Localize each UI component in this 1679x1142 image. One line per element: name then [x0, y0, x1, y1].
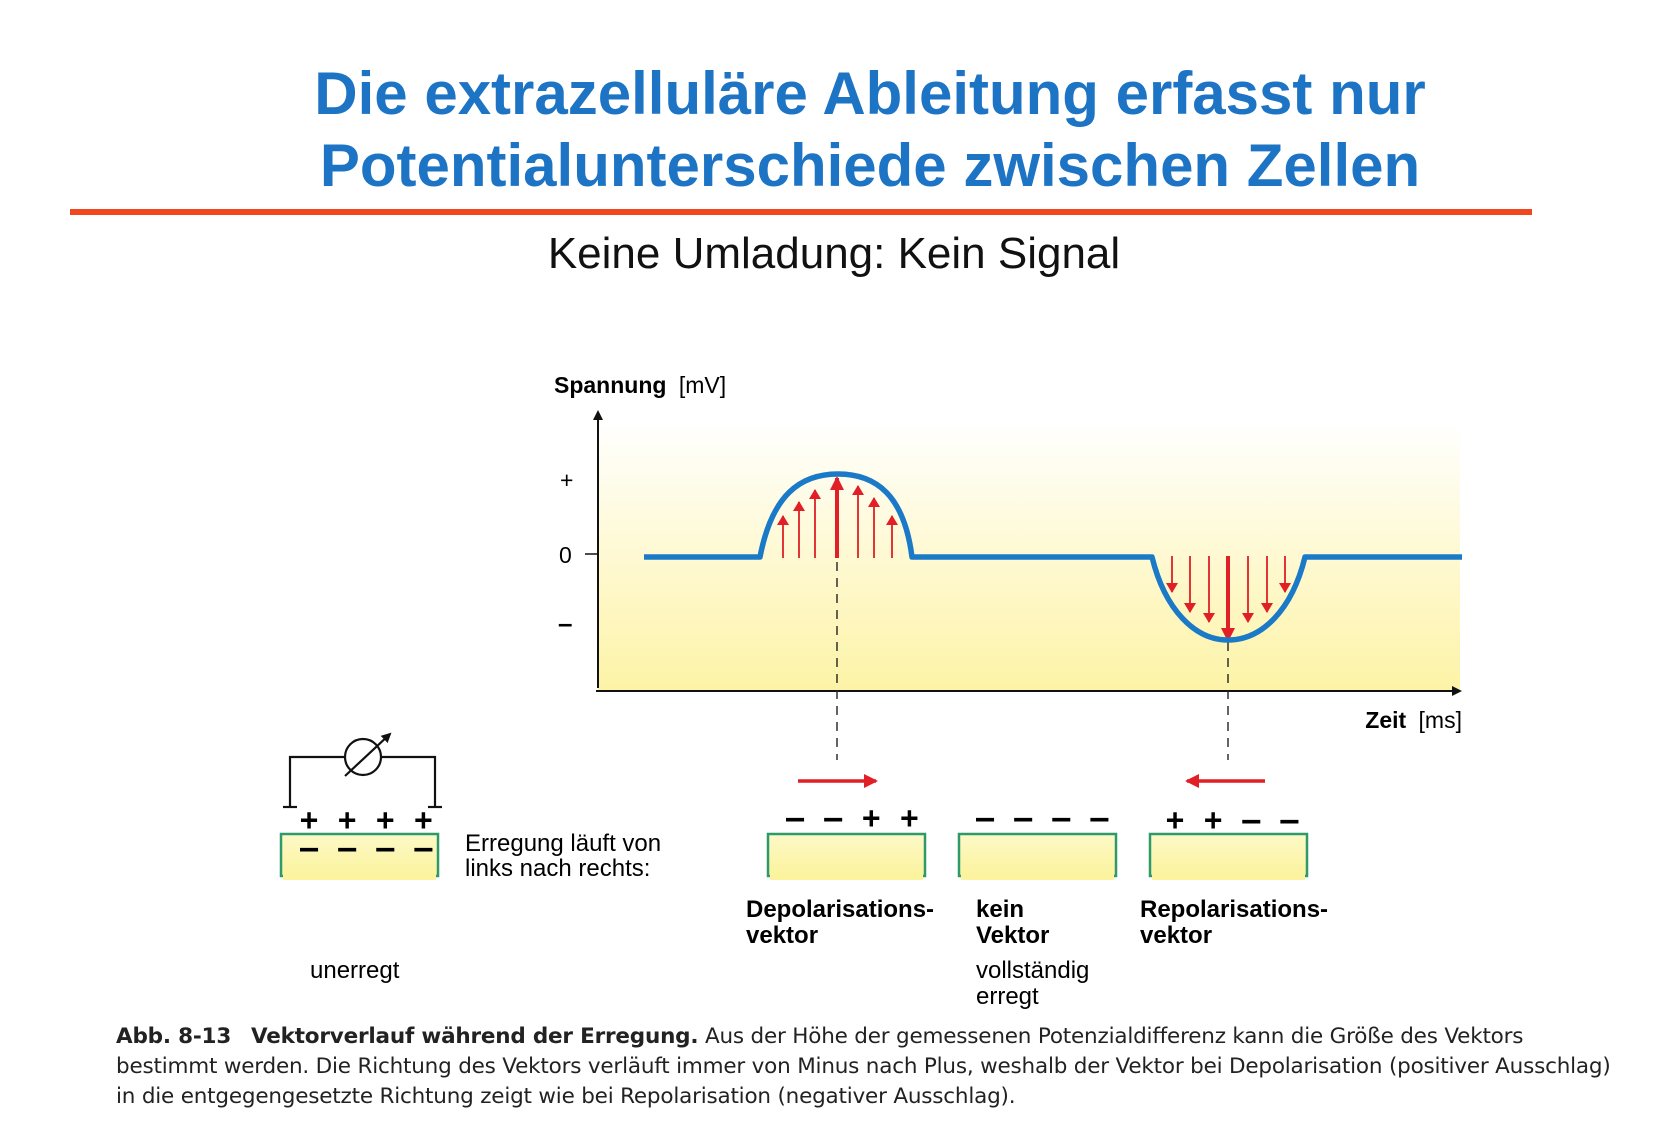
cell-unerregt — [279, 832, 440, 878]
slide-subtitle: Keine Umladung: Kein Signal — [547, 229, 1121, 278]
galvanometer-icon — [343, 737, 383, 777]
circuit-wire-right — [381, 755, 437, 807]
x-axis-label-unit: [ms] — [1419, 707, 1462, 733]
caption-figure-title: Vektorverlauf während der Erregung. — [250, 1024, 699, 1049]
y-tick-plus: + — [560, 467, 573, 493]
depolarisation-charges: – – + + — [786, 801, 919, 836]
figure-caption: Abb. 8-13 Vektorverlauf während der Erre… — [116, 1022, 1616, 1112]
kein-vektor-label-line2: Vektor — [976, 922, 1049, 949]
slide-title-line1: Die extrazelluläre Ableitung erfasst nur — [314, 60, 1426, 127]
repolarisation-vectors — [1166, 556, 1291, 642]
repolarisation-label-line1: Repolarisations- — [1140, 896, 1328, 923]
slide-title: Die extrazelluläre Ableitung erfasst nur… — [0, 58, 1679, 202]
cell-kein-vektor — [957, 832, 1118, 878]
unerregt-top-charges: + + + + — [300, 803, 433, 838]
kein-vektor-sub-line2: erregt — [976, 983, 1039, 1010]
repolarisation-label-line2: vektor — [1140, 922, 1212, 949]
y-axis-label-bold: Spannung — [554, 372, 666, 398]
y-tick-zero: 0 — [559, 542, 572, 568]
erregung-note-line2: links nach rechts: — [465, 855, 650, 882]
cell-open-edge — [283, 874, 436, 880]
cell-repolarisation — [1148, 832, 1309, 878]
cell-open-edge — [770, 874, 923, 880]
kein-vektor-sub-line1: vollständig — [976, 957, 1089, 984]
x-axis-label: Zeit [ms] — [1365, 707, 1462, 733]
cell-open-edge — [961, 874, 1114, 880]
slide-title-line2: Potentialunterschiede zwischen Zellen — [319, 132, 1421, 199]
title-divider — [70, 209, 1532, 215]
caption-figure-label: Abb. 8-13 — [116, 1024, 232, 1049]
depolarisation-vectors — [777, 476, 898, 558]
potential-curve — [644, 471, 1462, 643]
caption-text: Aus der Höhe der gemessenen Potenzialdif… — [116, 1024, 1611, 1109]
cell-open-edge — [1152, 874, 1305, 880]
unerregt-inner-charges: – – – – — [300, 831, 433, 866]
erregung-note-line1: Erregung läuft von — [465, 830, 661, 857]
unerregt-label: unerregt — [310, 957, 400, 984]
x-axis-label-bold: Zeit — [1365, 707, 1406, 733]
repolarisation-charges: + + – – — [1166, 803, 1299, 838]
y-tick-minus: – — [558, 608, 572, 638]
y-axis-label: Spannung [mV] — [554, 372, 726, 398]
depolarisation-label-line1: Depolarisations- — [746, 896, 934, 923]
depolarisation-label-line2: vektor — [746, 922, 818, 949]
galvanometer-circuit — [283, 732, 442, 809]
kein-vektor-label-line1: kein — [976, 896, 1024, 923]
kein-vektor-charges: – – – – — [976, 801, 1109, 836]
circuit-wire-left — [288, 755, 345, 807]
cell-depolarisation — [766, 832, 927, 878]
galvanometer-needle — [344, 732, 392, 777]
y-axis-label-unit: [mV] — [679, 372, 726, 398]
